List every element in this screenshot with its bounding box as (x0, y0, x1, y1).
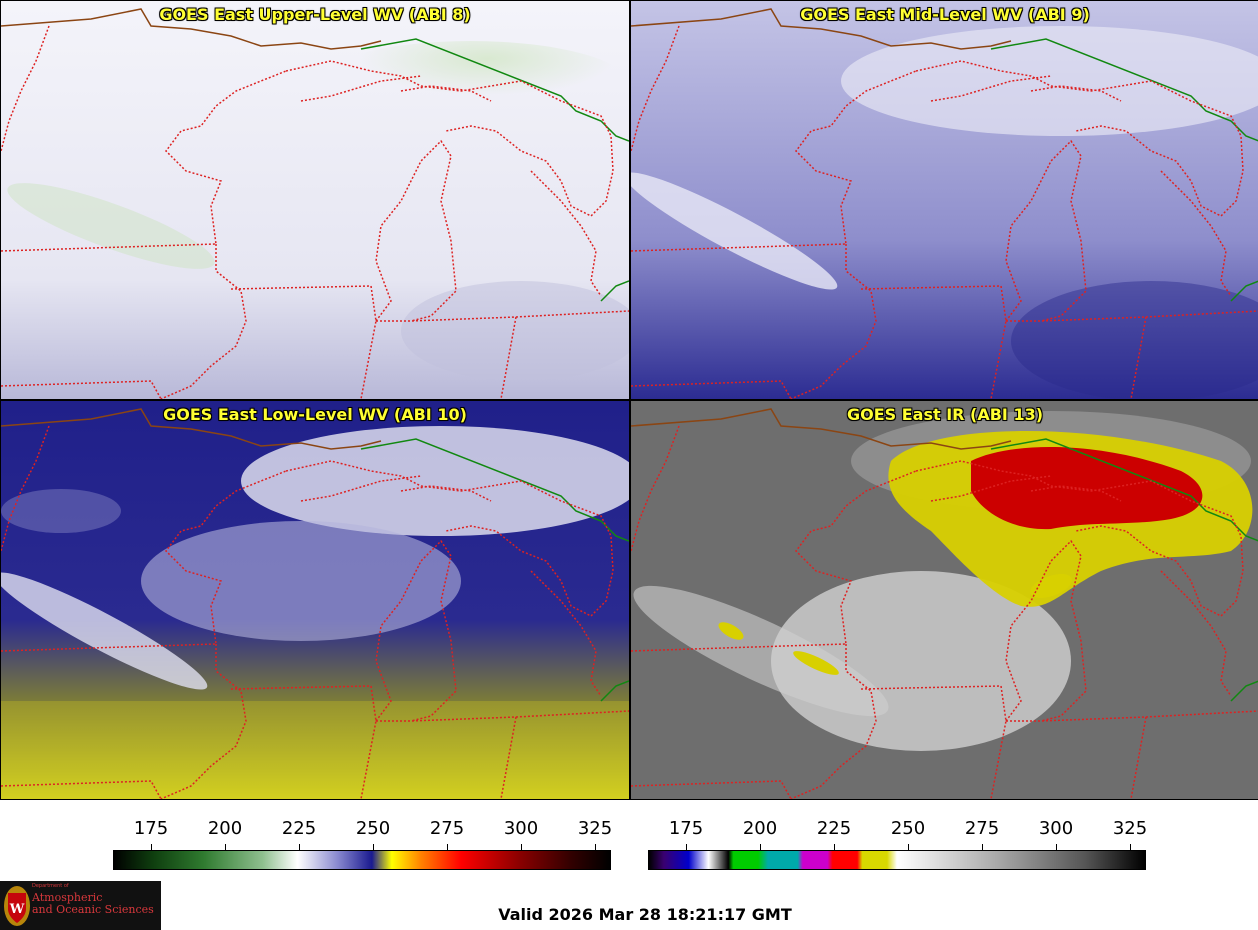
tick-mark (760, 844, 761, 850)
tick-label: 275 (964, 818, 1000, 839)
tick-mark (225, 844, 226, 850)
tick-label: 250 (355, 818, 391, 839)
svg-text:W: W (9, 902, 25, 917)
tick-label: 275 (429, 818, 465, 839)
tick-mark (447, 844, 448, 850)
tick-label: 175 (668, 818, 704, 839)
tick-mark (1056, 844, 1057, 850)
uw-crest-icon: W (4, 886, 30, 926)
panel-upper-wv: GOES East Upper-Level WV (ABI 8) (0, 0, 630, 400)
panel-title: GOES East Mid-Level WV (ABI 9) (800, 5, 1090, 24)
valid-time: Valid 2026 Mar 28 18:21:17 GMT (498, 905, 792, 924)
tick-label: 250 (890, 818, 926, 839)
wv-colorbar (113, 850, 611, 870)
tick-mark (521, 844, 522, 850)
logo-text: Atmospheric and Oceanic Sciences (32, 892, 154, 916)
low-wv-image (1, 401, 629, 799)
panel-title: GOES East Upper-Level WV (ABI 8) (159, 5, 471, 24)
ir-colorbar (648, 850, 1146, 870)
tick-mark (908, 844, 909, 850)
tick-label: 300 (1038, 818, 1074, 839)
logo-line1: Atmospheric (32, 891, 103, 904)
tick-label: 325 (1112, 818, 1148, 839)
upper-wv-image (1, 1, 629, 399)
tick-label: 175 (133, 818, 169, 839)
uw-aos-logo: W Department of Atmospheric and Oceanic … (0, 881, 161, 930)
tick-label: 200 (207, 818, 243, 839)
tick-mark (686, 844, 687, 850)
panel-ir: GOES East IR (ABI 13) (630, 400, 1258, 800)
panel-title: GOES East IR (ABI 13) (846, 405, 1044, 424)
tick-label: 225 (816, 818, 852, 839)
tick-mark (299, 844, 300, 850)
panel-low-wv: GOES East Low-Level WV (ABI 10) (0, 400, 630, 800)
tick-mark (982, 844, 983, 850)
ir-image (631, 401, 1258, 799)
tick-mark (373, 844, 374, 850)
panel-mid-wv: GOES East Mid-Level WV (ABI 9) (630, 0, 1258, 400)
tick-mark (151, 844, 152, 850)
panel-title: GOES East Low-Level WV (ABI 10) (163, 405, 467, 424)
logo-line2: and Oceanic Sciences (32, 903, 154, 916)
tick-label: 300 (503, 818, 539, 839)
tick-label: 200 (742, 818, 778, 839)
logo-department: Department of (32, 883, 69, 889)
tick-label: 325 (577, 818, 613, 839)
mid-wv-image (631, 1, 1258, 399)
tick-mark (1130, 844, 1131, 850)
tick-mark (834, 844, 835, 850)
tick-mark (595, 844, 596, 850)
tick-label: 225 (281, 818, 317, 839)
